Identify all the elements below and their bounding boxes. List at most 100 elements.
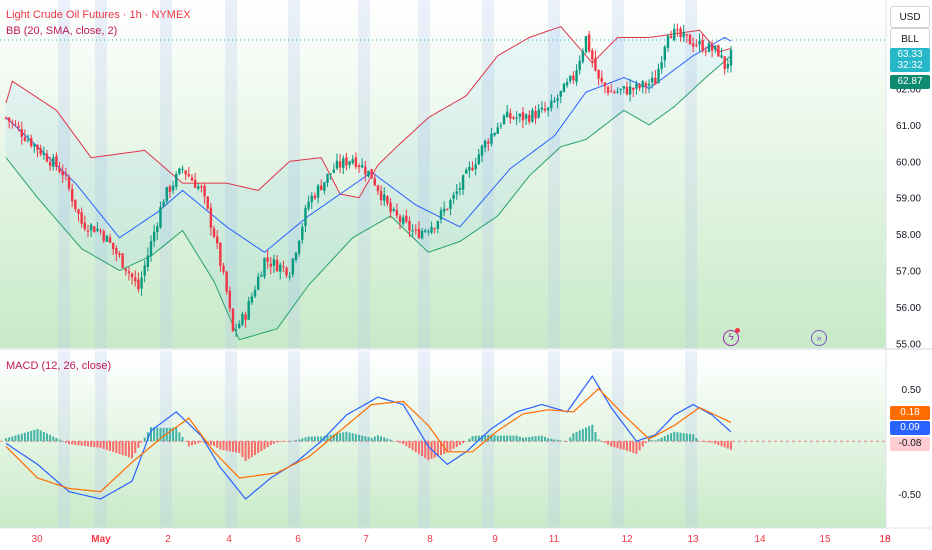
candle-body: [417, 228, 421, 239]
macd-hist-bar: [285, 441, 288, 442]
macd-hist-bar: [682, 433, 685, 442]
candle-body: [430, 227, 433, 233]
macd-signal-badge: 0.18: [890, 406, 930, 420]
macd-hist-bar: [657, 439, 660, 442]
candle-body: [269, 263, 272, 267]
macd-hist-bar: [455, 441, 458, 447]
macd-hist-bar: [663, 436, 666, 442]
macd-hist-bar: [714, 441, 717, 444]
macd-hist-bar: [370, 437, 373, 442]
macd-hist-bar: [11, 436, 14, 442]
macd-hist-bar: [238, 441, 241, 454]
macd-hist-bar: [632, 441, 635, 453]
candle-body: [70, 188, 74, 202]
candle-body: [181, 168, 184, 170]
session-band: [288, 0, 300, 348]
macd-hist-bar: [679, 432, 682, 442]
macd-hist-bar: [521, 437, 524, 442]
candle-body: [20, 129, 23, 137]
macd-hist-bar: [80, 441, 83, 446]
macd-hist-bar: [118, 441, 121, 455]
time-tick-label: 14: [754, 534, 766, 545]
macd-hist-bar: [395, 441, 398, 442]
macd-hist-bar: [74, 441, 77, 445]
candle-body: [673, 28, 676, 40]
macd-hist-bar: [692, 434, 695, 442]
candle-body: [124, 268, 127, 271]
candle-body: [657, 68, 660, 84]
macd-hist-bar: [354, 434, 357, 442]
candle-body: [152, 231, 156, 242]
macd-hist-bar: [339, 432, 342, 442]
macd-hist-bar: [90, 441, 93, 447]
macd-hist-bar: [506, 435, 509, 442]
macd-hist-bar: [600, 441, 603, 442]
macd-hist-bar: [45, 433, 48, 442]
macd-hist-bar: [61, 441, 64, 442]
candle-body: [641, 81, 644, 88]
macd-hist-bar: [405, 441, 408, 447]
macd-hist-bar: [493, 435, 496, 442]
candle-body: [446, 208, 449, 210]
macd-hist-bar: [64, 441, 67, 443]
macd-hist-bar: [71, 441, 74, 445]
macd-hist-bar: [594, 432, 597, 442]
candle-body: [130, 273, 134, 278]
macd-hist-bar: [209, 441, 212, 446]
candle-body: [266, 257, 269, 262]
macd-hist-bar: [250, 441, 253, 457]
candle-body: [225, 271, 228, 292]
macd-hist-bar: [301, 438, 304, 442]
macd-hist-bar: [496, 435, 499, 442]
macd-hist-bar: [298, 439, 301, 442]
candle-body: [509, 112, 512, 119]
session-band: [58, 351, 70, 528]
candle-body: [156, 226, 159, 233]
candle-body: [168, 186, 172, 193]
macd-hist-bar: [603, 441, 606, 443]
candle-body: [726, 64, 730, 69]
session-band: [225, 0, 237, 348]
session-band: [548, 0, 560, 348]
macd-hist-bar: [629, 441, 632, 452]
candle-body: [515, 117, 518, 119]
candle-body: [58, 167, 61, 173]
candle-body: [521, 112, 525, 121]
macd-hist-bar: [175, 427, 178, 442]
candle-body: [260, 275, 263, 277]
macd-hist-bar: [93, 441, 96, 448]
candle-body: [458, 188, 462, 190]
macd-hist-bar: [553, 439, 556, 442]
bb-indicator-label[interactable]: BB (20, SMA, close, 2): [6, 25, 118, 37]
candle-body: [505, 111, 509, 118]
macd-hist-bar: [540, 435, 543, 442]
candle-body: [178, 168, 181, 174]
candle-body: [342, 158, 345, 168]
candle-body: [669, 36, 673, 39]
currency-button[interactable]: USD: [890, 6, 930, 28]
candle-body: [165, 186, 168, 202]
forward-icon[interactable]: »: [811, 330, 827, 346]
macd-hist-bar: [373, 436, 376, 442]
candle-body: [234, 329, 238, 331]
macd-hist-bar: [578, 430, 581, 442]
candle-body: [695, 45, 698, 47]
time-tick-label: 9: [492, 534, 498, 545]
macd-hist-bar: [83, 441, 86, 446]
candle-body: [238, 323, 241, 329]
candle-body: [628, 86, 632, 95]
macd-hist-bar: [730, 441, 732, 450]
candle-body: [162, 201, 165, 207]
candle-body: [304, 207, 307, 227]
signal-line: [5, 387, 732, 493]
lightning-icon[interactable]: ϟ: [723, 330, 739, 346]
macd-hist-bar: [295, 440, 297, 442]
macd-indicator-label[interactable]: MACD (12, 26, close): [6, 360, 112, 372]
session-band: [58, 0, 70, 348]
macd-hist-bar: [345, 431, 348, 442]
unit-button[interactable]: BLL: [890, 28, 930, 50]
macd-hist-bar: [190, 441, 193, 446]
macd-hist-bar: [424, 441, 427, 459]
